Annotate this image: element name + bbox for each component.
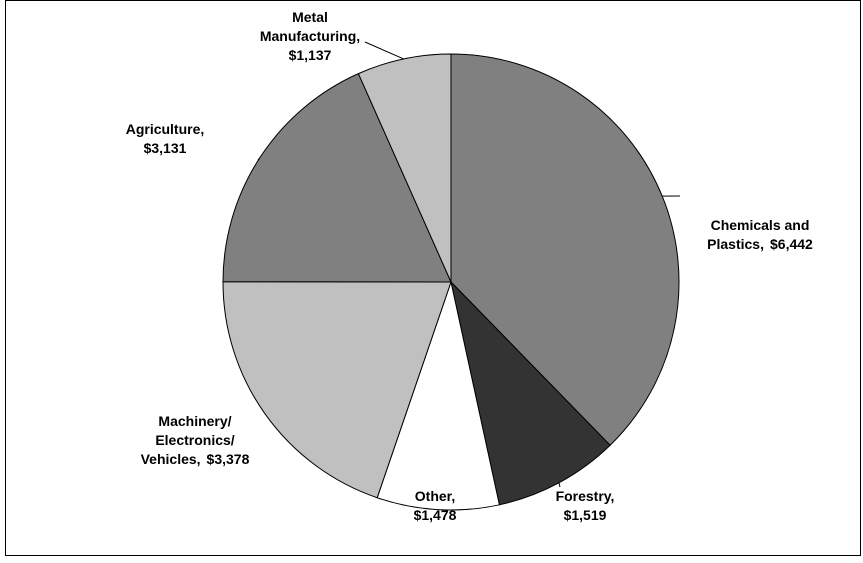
slice-label: Other, $1,478 — [385, 487, 485, 525]
value-label: $3,378 — [206, 451, 250, 467]
category-label: Other, — [414, 488, 456, 504]
value-label: $3,131 — [143, 140, 187, 156]
slice-label: Agriculture, $3,131 — [110, 120, 220, 158]
slice-label: Chemicals and Plastics, $6,442 — [680, 216, 840, 254]
leader-line — [257, 157, 261, 161]
value-label: $1,137 — [288, 47, 332, 63]
category-label: Chemicals and Plastics, — [707, 217, 810, 252]
pie-slice — [450, 53, 680, 446]
category-label: Forestry, — [555, 488, 615, 504]
pie-slice — [222, 281, 452, 499]
slice-label: Forestry, $1,519 — [535, 487, 635, 525]
slice-label: Machinery/ Electronics/ Vehicles, $3,378 — [120, 412, 270, 469]
value-label: $6,442 — [770, 236, 813, 252]
pie-slice — [376, 280, 500, 511]
category-label: Machinery/ Electronics/ Vehicles, — [140, 413, 235, 467]
pie-slice — [222, 72, 452, 283]
category-label: Agriculture, — [125, 121, 205, 137]
value-label: $1,519 — [563, 507, 607, 523]
chart-frame — [5, 0, 861, 556]
leader-line — [558, 482, 561, 488]
category-label: Metal Manufacturing, — [259, 9, 361, 44]
leader-line — [364, 41, 404, 60]
value-label: $1,478 — [413, 507, 457, 523]
pie-slice — [450, 280, 611, 506]
slice-label: Metal Manufacturing, $1,137 — [225, 8, 395, 65]
